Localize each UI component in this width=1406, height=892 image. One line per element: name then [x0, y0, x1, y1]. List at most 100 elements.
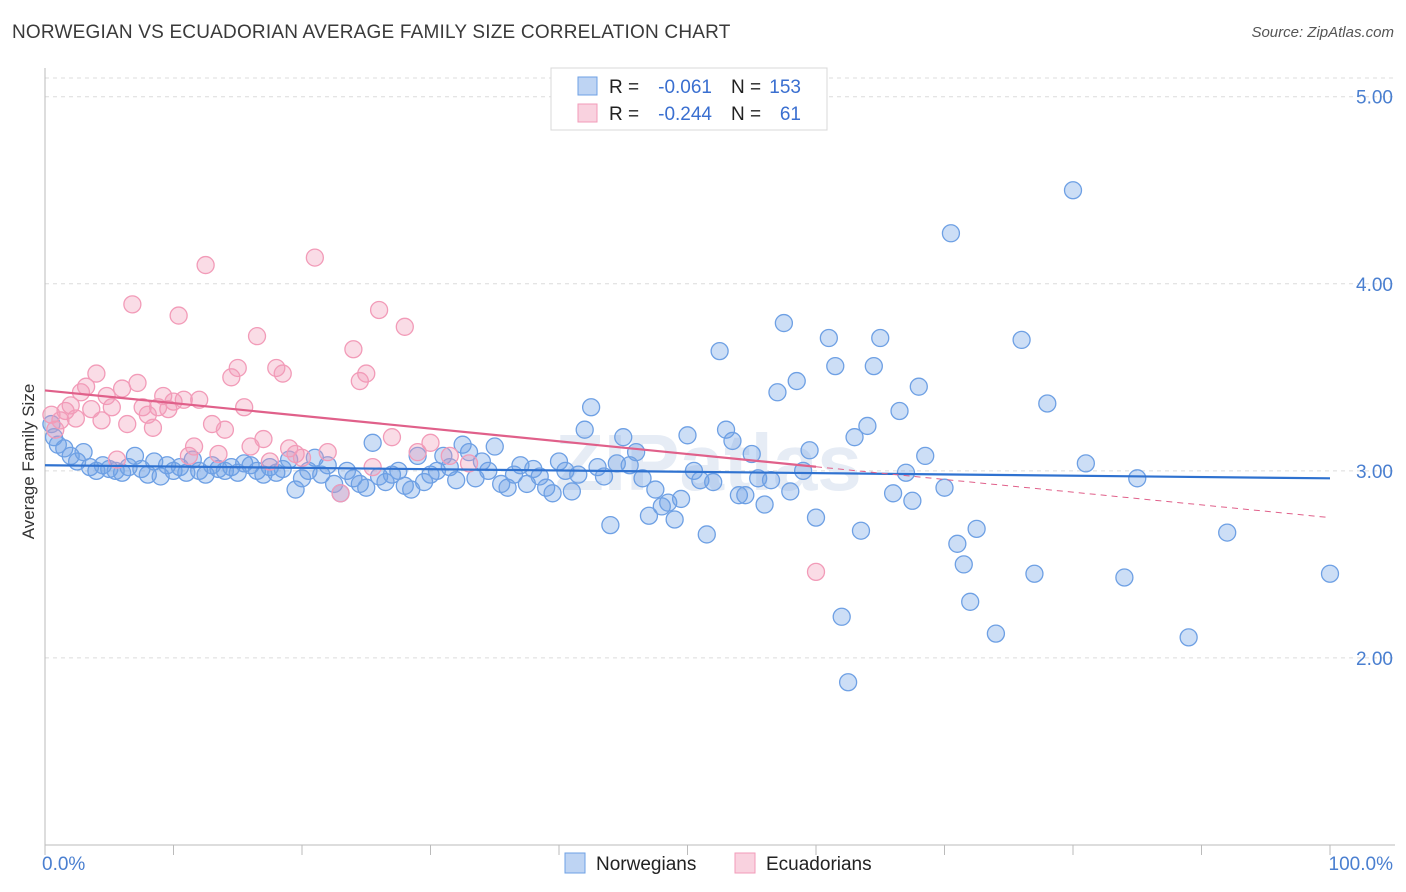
y-tick-label: 3.00 [1356, 462, 1393, 483]
point-ecuadorians [209, 444, 228, 464]
point-ecuadorians [87, 364, 106, 383]
point-ecuadorians [440, 446, 459, 466]
point-norwegians [376, 472, 395, 492]
point-ecuadorians [190, 390, 209, 409]
point-ecuadorians [292, 448, 312, 467]
point-ecuadorians [421, 433, 440, 452]
x-tick-label-max: 100.0% [1329, 854, 1394, 875]
trend-lines [44, 389, 1331, 519]
point-norwegians [704, 472, 723, 492]
bottom-legend-swatch [734, 852, 756, 874]
point-norwegians [1115, 568, 1134, 587]
point-ecuadorians [318, 442, 337, 462]
chart-source: Source: ZipAtlas.com [1251, 24, 1394, 41]
point-ecuadorians [46, 420, 65, 439]
point-norwegians [851, 521, 871, 540]
point-ecuadorians [235, 398, 254, 417]
point-norwegians [633, 469, 652, 488]
point-norwegians [671, 489, 691, 509]
point-ecuadorians [247, 327, 267, 346]
point-norwegians [896, 463, 916, 482]
legend-n-value: 61 [780, 104, 801, 125]
point-norwegians [909, 377, 928, 396]
point-ecuadorians [459, 454, 479, 473]
point-norwegians [363, 433, 382, 452]
point-norwegians [755, 495, 774, 514]
point-norwegians [883, 484, 903, 503]
point-norwegians [447, 471, 466, 490]
bottom-legend-label: Norwegians [596, 854, 696, 875]
point-ecuadorians [305, 248, 325, 267]
point-norwegians [485, 437, 504, 456]
point-norwegians [948, 534, 967, 553]
point-ecuadorians [395, 317, 414, 336]
point-norwegians [1320, 564, 1340, 583]
point-norwegians [845, 428, 864, 447]
point-norwegians [941, 224, 961, 243]
point-norwegians [614, 428, 633, 447]
point-norwegians [1218, 523, 1237, 542]
point-ecuadorians [66, 409, 85, 428]
point-ecuadorians [344, 340, 363, 359]
trend-line-ecuadorians [44, 389, 817, 468]
point-norwegians [543, 484, 562, 503]
point-norwegians [961, 592, 980, 611]
point-norwegians [292, 469, 312, 488]
point-norwegians [838, 673, 858, 692]
point-norwegians [639, 506, 659, 525]
point-ecuadorians [363, 457, 382, 477]
point-norwegians [832, 607, 851, 626]
legend-r-value: -0.061 [658, 77, 712, 98]
axes [44, 68, 1395, 855]
watermark: ZIPatlas [555, 418, 862, 507]
point-norwegians [1128, 469, 1147, 488]
point-norwegians [916, 446, 935, 466]
point-ecuadorians [42, 405, 61, 424]
point-norwegians [581, 398, 601, 417]
point-norwegians [768, 383, 787, 402]
point-ecuadorians [143, 418, 163, 437]
point-norwegians [1012, 330, 1031, 350]
point-norwegians [1179, 628, 1198, 647]
legend-r-label: R = [609, 77, 639, 98]
point-norwegians [601, 515, 620, 535]
point-norwegians [864, 356, 883, 376]
point-norwegians [434, 446, 453, 466]
point-norwegians [819, 328, 838, 348]
point-ecuadorians [184, 437, 204, 456]
point-ecuadorians [112, 379, 132, 398]
point-norwegians [646, 480, 665, 499]
point-ecuadorians [128, 373, 147, 393]
point-norwegians [524, 459, 543, 479]
point-norwegians [1063, 181, 1083, 200]
point-norwegians [826, 356, 845, 376]
point-ecuadorians [102, 398, 121, 417]
trend-line-norwegians [44, 464, 1331, 480]
point-ecuadorians [179, 446, 199, 466]
point-norwegians [569, 465, 588, 484]
point-ecuadorians [107, 450, 127, 469]
legend-swatch [577, 103, 598, 123]
point-norwegians [530, 467, 549, 486]
point-ecuadorians [92, 411, 111, 430]
point-ecuadorians [222, 368, 241, 387]
point-norwegians [286, 480, 305, 499]
point-norwegians [55, 439, 74, 458]
point-norwegians [1025, 564, 1044, 583]
point-norwegians [337, 461, 357, 481]
point-norwegians [800, 441, 819, 460]
point-norwegians [453, 435, 472, 454]
bottom-legend-label: Ecuadorians [766, 854, 872, 875]
data-points [42, 181, 1340, 692]
legend-r-label: R = [609, 104, 639, 125]
legend-swatch [577, 76, 598, 96]
point-ecuadorians [118, 414, 137, 434]
point-norwegians [626, 442, 646, 462]
point-norwegians [312, 465, 331, 484]
point-norwegians [697, 525, 716, 544]
point-ecuadorians [273, 364, 292, 383]
point-norwegians [761, 471, 781, 490]
point-norwegians [716, 420, 736, 439]
point-ecuadorians [196, 255, 215, 275]
